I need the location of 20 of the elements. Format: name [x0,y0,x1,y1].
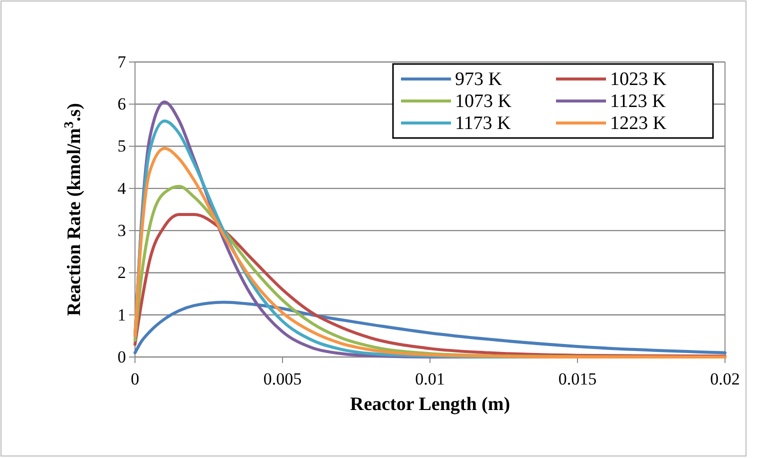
legend-label: 1023 K [610,69,667,90]
y-tick-label: 5 [118,136,126,156]
y-tick-label: 1 [118,305,126,324]
y-tick-label: 2 [118,263,126,282]
legend-label: 1223 K [610,113,667,134]
legend-label: 1173 K [455,113,512,134]
y-tick-label: 4 [118,178,126,198]
legend-label: 973 K [455,69,502,90]
x-tick-label: 0 [130,370,140,389]
y-tick-label: 0 [118,347,126,366]
legend-label: 1123 K [610,91,666,112]
y-tick-label: 3 [118,221,126,240]
x-axis-title: Reactor Length (m) [350,394,510,415]
y-tick-label: 7 [118,52,126,72]
x-tick-label: 0.02 [710,370,740,389]
x-tick-label: 0.01 [415,370,445,389]
x-tick-label: 0.015 [558,370,597,389]
y-tick-label: 6 [118,94,126,114]
x-tick-label: 0.005 [263,370,302,389]
legend-label: 1073 K [455,91,512,112]
